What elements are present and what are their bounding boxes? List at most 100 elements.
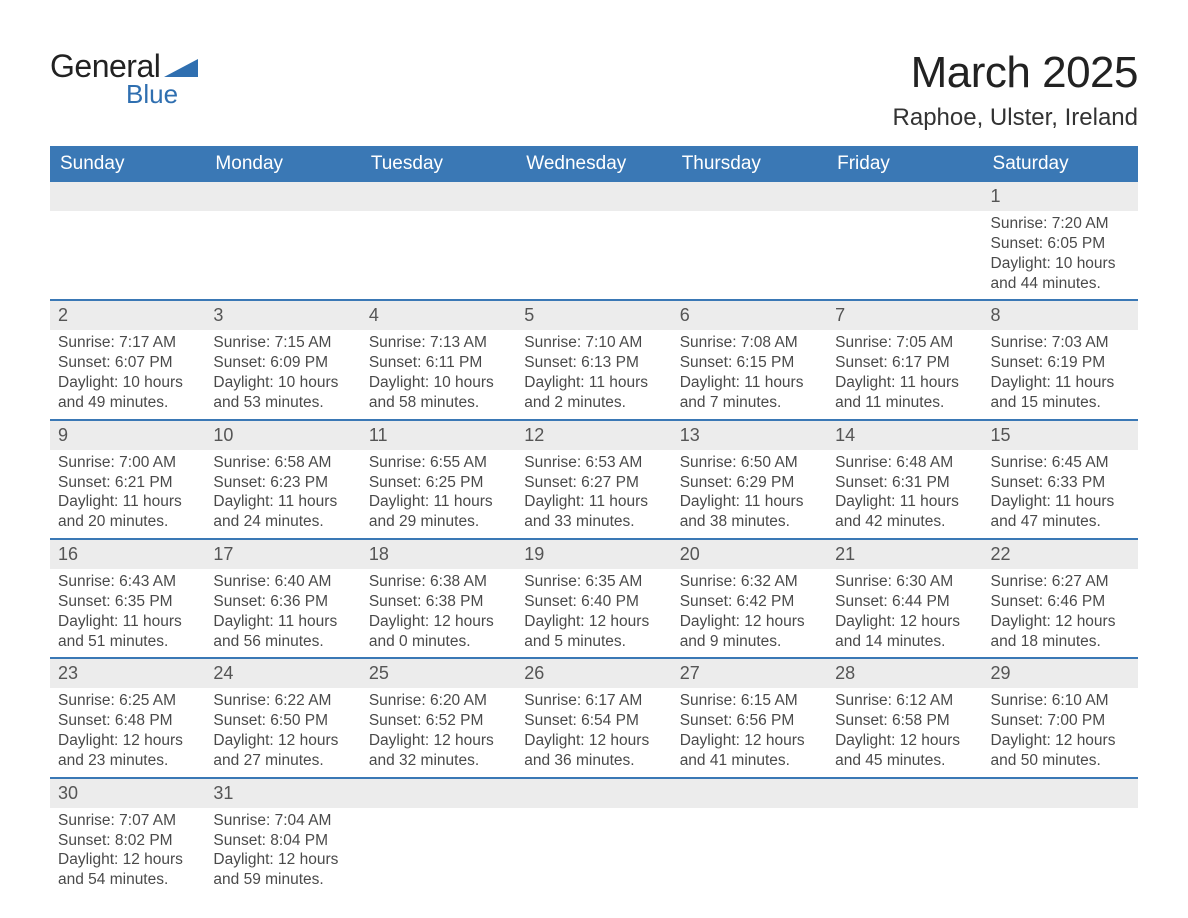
day-number-cell [672, 778, 827, 808]
daylight-line-a: Daylight: 11 hours [213, 492, 352, 512]
day-number-cell [361, 778, 516, 808]
sunrise-text: Sunrise: 6:48 AM [835, 453, 974, 473]
sunset-text: Sunset: 6:46 PM [991, 592, 1130, 612]
daylight-line-a: Daylight: 11 hours [680, 492, 819, 512]
day-number-cell: 12 [516, 420, 671, 450]
day-number: 8 [991, 305, 1001, 325]
sunrise-text: Sunrise: 7:00 AM [58, 453, 197, 473]
day-data-cell: Sunrise: 6:12 AMSunset: 6:58 PMDaylight:… [827, 688, 982, 777]
week-daynum-row: 30 31 [50, 778, 1138, 808]
sunset-text: Sunset: 6:44 PM [835, 592, 974, 612]
sunset-text: Sunset: 6:19 PM [991, 353, 1130, 373]
day-number-cell [205, 182, 360, 211]
daylight-line-b: and 7 minutes. [680, 393, 819, 413]
sunset-text: Sunset: 6:42 PM [680, 592, 819, 612]
daylight-line-b: and 24 minutes. [213, 512, 352, 532]
sunset-text: Sunset: 6:21 PM [58, 473, 197, 493]
day-data-cell: Sunrise: 6:35 AMSunset: 6:40 PMDaylight:… [516, 569, 671, 658]
day-data-cell: Sunrise: 7:04 AMSunset: 8:04 PMDaylight:… [205, 808, 360, 896]
day-number-cell: 4 [361, 300, 516, 330]
daylight-line-a: Daylight: 11 hours [835, 492, 974, 512]
sunrise-text: Sunrise: 7:08 AM [680, 333, 819, 353]
sunset-text: Sunset: 6:31 PM [835, 473, 974, 493]
col-sunday: Sunday [50, 146, 205, 182]
daylight-line-a: Daylight: 12 hours [524, 612, 663, 632]
day-number-cell: 23 [50, 658, 205, 688]
daylight-line-b: and 15 minutes. [991, 393, 1130, 413]
sunrise-text: Sunrise: 6:25 AM [58, 691, 197, 711]
brand-logo: General Blue [50, 48, 198, 110]
day-number-cell: 28 [827, 658, 982, 688]
daylight-line-a: Daylight: 12 hours [213, 850, 352, 870]
daylight-line-b: and 0 minutes. [369, 632, 508, 652]
sunrise-text: Sunrise: 7:13 AM [369, 333, 508, 353]
daylight-line-b: and 53 minutes. [213, 393, 352, 413]
day-number-cell: 14 [827, 420, 982, 450]
sunrise-text: Sunrise: 6:45 AM [991, 453, 1130, 473]
day-data-cell: Sunrise: 7:07 AMSunset: 8:02 PMDaylight:… [50, 808, 205, 896]
day-data-cell: Sunrise: 6:48 AMSunset: 6:31 PMDaylight:… [827, 450, 982, 539]
sunset-text: Sunset: 6:56 PM [680, 711, 819, 731]
sunset-text: Sunset: 6:07 PM [58, 353, 197, 373]
sunset-text: Sunset: 6:17 PM [835, 353, 974, 373]
sunset-text: Sunset: 6:58 PM [835, 711, 974, 731]
day-number: 25 [369, 663, 389, 683]
day-data-cell [672, 211, 827, 300]
daylight-line-a: Daylight: 12 hours [680, 612, 819, 632]
col-monday: Monday [205, 146, 360, 182]
day-number-cell [827, 182, 982, 211]
sunrise-text: Sunrise: 6:22 AM [213, 691, 352, 711]
daylight-line-a: Daylight: 11 hours [991, 373, 1130, 393]
day-data-cell [516, 808, 671, 896]
day-data-cell: Sunrise: 6:32 AMSunset: 6:42 PMDaylight:… [672, 569, 827, 658]
sunset-text: Sunset: 6:50 PM [213, 711, 352, 731]
header: General Blue March 2025 Raphoe, Ulster, … [50, 48, 1138, 132]
day-data-cell [361, 211, 516, 300]
daylight-line-b: and 59 minutes. [213, 870, 352, 890]
sunrise-text: Sunrise: 7:03 AM [991, 333, 1130, 353]
day-data-cell: Sunrise: 6:53 AMSunset: 6:27 PMDaylight:… [516, 450, 671, 539]
day-data-cell: Sunrise: 7:13 AMSunset: 6:11 PMDaylight:… [361, 330, 516, 419]
daylight-line-b: and 49 minutes. [58, 393, 197, 413]
day-number: 23 [58, 663, 78, 683]
sunset-text: Sunset: 6:09 PM [213, 353, 352, 373]
day-data-cell: Sunrise: 7:05 AMSunset: 6:17 PMDaylight:… [827, 330, 982, 419]
day-data-cell: Sunrise: 6:43 AMSunset: 6:35 PMDaylight:… [50, 569, 205, 658]
day-data-cell [516, 211, 671, 300]
sunrise-text: Sunrise: 7:10 AM [524, 333, 663, 353]
day-number-cell: 21 [827, 539, 982, 569]
daylight-line-a: Daylight: 12 hours [213, 731, 352, 751]
day-number-cell: 19 [516, 539, 671, 569]
daylight-line-b: and 56 minutes. [213, 632, 352, 652]
day-number-cell: 3 [205, 300, 360, 330]
sunrise-text: Sunrise: 6:12 AM [835, 691, 974, 711]
daylight-line-a: Daylight: 11 hours [991, 492, 1130, 512]
daylight-line-a: Daylight: 10 hours [991, 254, 1130, 274]
day-number-cell: 10 [205, 420, 360, 450]
day-data-cell: Sunrise: 6:45 AMSunset: 6:33 PMDaylight:… [983, 450, 1138, 539]
day-number-cell: 30 [50, 778, 205, 808]
daylight-line-b: and 47 minutes. [991, 512, 1130, 532]
sunset-text: Sunset: 6:13 PM [524, 353, 663, 373]
day-data-cell: Sunrise: 6:25 AMSunset: 6:48 PMDaylight:… [50, 688, 205, 777]
daylight-line-a: Daylight: 12 hours [680, 731, 819, 751]
day-number-cell: 20 [672, 539, 827, 569]
day-number-cell: 7 [827, 300, 982, 330]
sunset-text: Sunset: 8:02 PM [58, 831, 197, 851]
sunrise-text: Sunrise: 7:05 AM [835, 333, 974, 353]
daylight-line-b: and 36 minutes. [524, 751, 663, 771]
sunrise-text: Sunrise: 6:50 AM [680, 453, 819, 473]
sunrise-text: Sunrise: 6:40 AM [213, 572, 352, 592]
day-number-cell [983, 778, 1138, 808]
sunrise-text: Sunrise: 6:17 AM [524, 691, 663, 711]
sunrise-text: Sunrise: 6:58 AM [213, 453, 352, 473]
day-data-cell [983, 808, 1138, 896]
daylight-line-a: Daylight: 11 hours [369, 492, 508, 512]
week-data-row: Sunrise: 7:07 AMSunset: 8:02 PMDaylight:… [50, 808, 1138, 896]
daylight-line-b: and 54 minutes. [58, 870, 197, 890]
sunset-text: Sunset: 6:29 PM [680, 473, 819, 493]
sunset-text: Sunset: 6:35 PM [58, 592, 197, 612]
day-number: 31 [213, 783, 233, 803]
daylight-line-b: and 9 minutes. [680, 632, 819, 652]
week-daynum-row: 23242526272829 [50, 658, 1138, 688]
